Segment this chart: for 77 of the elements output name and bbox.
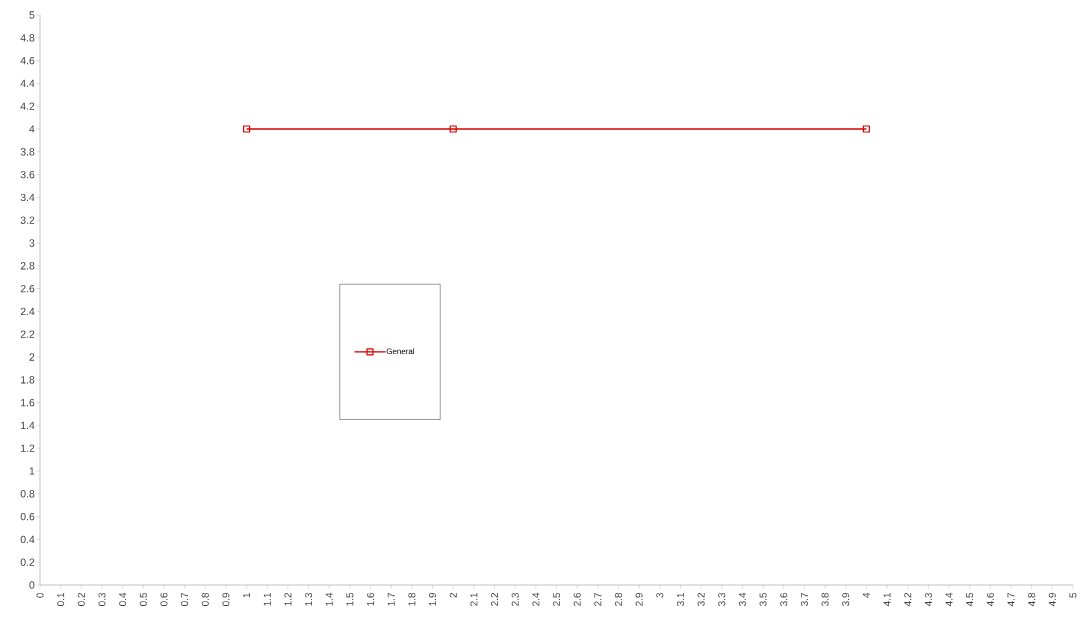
y-tick-label: 0.2 <box>20 558 35 566</box>
x-tick-label: 4.8 <box>1028 592 1036 607</box>
x-tick-label: 3.8 <box>821 592 829 606</box>
x-tick-label: 0.8 <box>201 592 209 606</box>
x-tick-label: 1.8 <box>408 592 416 606</box>
x-tick-label: 3.3 <box>718 592 726 606</box>
y-tick-label: 2.8 <box>20 262 35 270</box>
y-tick-label: 0.6 <box>20 512 35 521</box>
y-tick-label: 2.6 <box>20 284 35 293</box>
x-tick-label: 0.3 <box>98 592 106 606</box>
y-tick-label: 0 <box>29 581 35 589</box>
y-tick-label: 1.4 <box>21 421 35 429</box>
y-tick-label: 4.6 <box>20 56 35 65</box>
x-tick-label: 3.9 <box>842 592 850 606</box>
y-tick-label: 3.4 <box>20 193 35 202</box>
x-tick-label: 2.2 <box>491 593 498 606</box>
y-tick-label: 2 <box>29 353 35 361</box>
y-tick-label: 4.8 <box>20 34 35 42</box>
x-tick-label: 4.4 <box>945 592 953 607</box>
y-tick-label: 1.8 <box>21 376 35 384</box>
x-tick-label: 2.5 <box>552 592 561 606</box>
x-tick-label: 2.9 <box>635 592 643 606</box>
x-tick-label: 4.1 <box>883 593 891 607</box>
x-tick-label: 2.4 <box>532 592 540 606</box>
x-tick-label: 4.7 <box>1007 593 1015 607</box>
y-tick-label: 3.8 <box>20 148 35 156</box>
x-tick-label: 0 <box>36 592 44 598</box>
x-tick-label: 3.1 <box>676 593 684 606</box>
y-tick-label: 4 <box>29 125 35 133</box>
x-tick-label: 0.7 <box>181 593 189 606</box>
x-tick-label: 2.3 <box>511 592 519 606</box>
y-tick-label: 0.8 <box>20 490 35 498</box>
x-tick-label: 3.4 <box>738 592 746 606</box>
x-tick-label: 3 <box>656 592 664 598</box>
x-tick-label: 2.6 <box>573 592 581 606</box>
x-tick-label: 4.6 <box>986 592 994 607</box>
y-tick-label: 1.2 <box>21 444 35 452</box>
y-tick-label: 4.4 <box>20 79 35 87</box>
x-tick-label: 3.7 <box>800 593 808 606</box>
x-tick-label: 3.2 <box>697 593 705 606</box>
x-tick-label: 5 <box>1069 592 1077 598</box>
x-tick-label: 3.5 <box>759 592 767 606</box>
y-tick-label: 3 <box>29 239 35 247</box>
y-tick-label: 2.2 <box>20 330 35 338</box>
x-tick-label: 0.4 <box>119 592 127 606</box>
x-tick-label: 4.9 <box>1048 592 1056 607</box>
x-tick-label: 4 <box>862 592 870 598</box>
x-tick-label: 0.5 <box>139 592 147 606</box>
x-tick-label: 0.6 <box>160 592 168 606</box>
x-tick-label: 4.5 <box>966 592 974 607</box>
x-tick-label: 0.2 <box>77 593 85 606</box>
y-tick-label: 5 <box>29 11 35 19</box>
x-tick-label: 4.3 <box>924 592 932 607</box>
x-tick-label: 1.6 <box>367 592 375 606</box>
y-tick-label: 2.4 <box>20 307 35 316</box>
y-tick-label: 3.2 <box>20 216 35 224</box>
x-tick-label: 0.1 <box>57 593 65 606</box>
y-tick-label: 4.2 <box>20 102 35 110</box>
x-tick-label: 0.9 <box>222 592 230 606</box>
x-tick-label: 2.8 <box>614 592 622 606</box>
x-tick-label: 1.3 <box>305 592 313 606</box>
x-tick-label: 1.1 <box>263 593 271 606</box>
y-tick-label: 0.4 <box>20 535 35 544</box>
x-tick-label: 1.7 <box>387 593 395 606</box>
y-tick-label: 1 <box>29 467 35 475</box>
x-tick-label: 2 <box>449 593 457 598</box>
x-tick-label: 1.9 <box>429 592 437 606</box>
x-tick-label: 2.7 <box>594 593 602 606</box>
y-tick-label: 3.6 <box>20 170 35 179</box>
x-tick-label: 1.5 <box>346 592 354 606</box>
x-tick-label: 1 <box>243 593 251 598</box>
x-tick-label: 1.2 <box>284 593 292 606</box>
y-tick-label: 1.6 <box>21 398 35 407</box>
x-tick-label: 3.6 <box>780 592 788 606</box>
x-tick-label: 2.1 <box>470 593 478 606</box>
x-tick-label: 1.4 <box>325 592 333 606</box>
x-tick-label: 4.2 <box>904 593 912 607</box>
